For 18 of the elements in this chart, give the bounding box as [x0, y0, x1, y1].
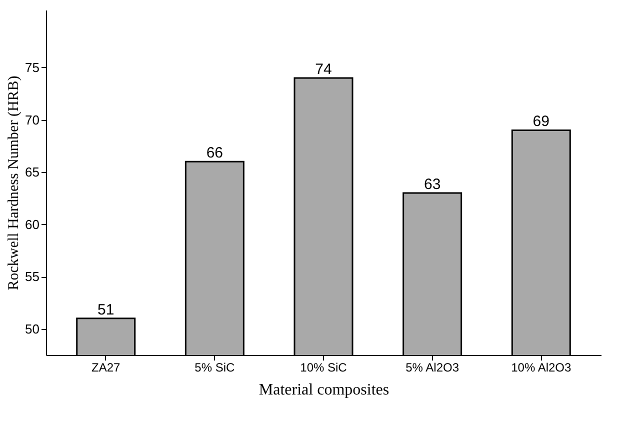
- x-tick-label: 5% SiC: [194, 360, 236, 374]
- data-label: 66: [206, 144, 224, 162]
- y-axis-title: Rockwell Hardness Number (HRB): [6, 76, 22, 290]
- y-tick-label: 65: [25, 164, 40, 180]
- data-label: 69: [532, 113, 550, 130]
- y-tick-label: 50: [25, 321, 40, 336]
- y-tick-label: 70: [25, 112, 40, 128]
- x-axis-title: Material composites: [258, 382, 390, 398]
- y-tick-label: 60: [25, 216, 40, 232]
- y-tick-label: 75: [25, 60, 40, 75]
- x-tick-label: 5% Al2O3: [406, 360, 460, 374]
- y-tick-label: 55: [25, 269, 40, 284]
- data-label: 51: [98, 301, 114, 318]
- data-label: 74: [315, 60, 332, 78]
- x-tick-label: 10% SiC: [300, 360, 348, 374]
- x-tick-label: 10% Al2O3: [511, 360, 572, 374]
- data-label: 63: [424, 176, 441, 193]
- x-tick-label: ZA27: [92, 360, 121, 374]
